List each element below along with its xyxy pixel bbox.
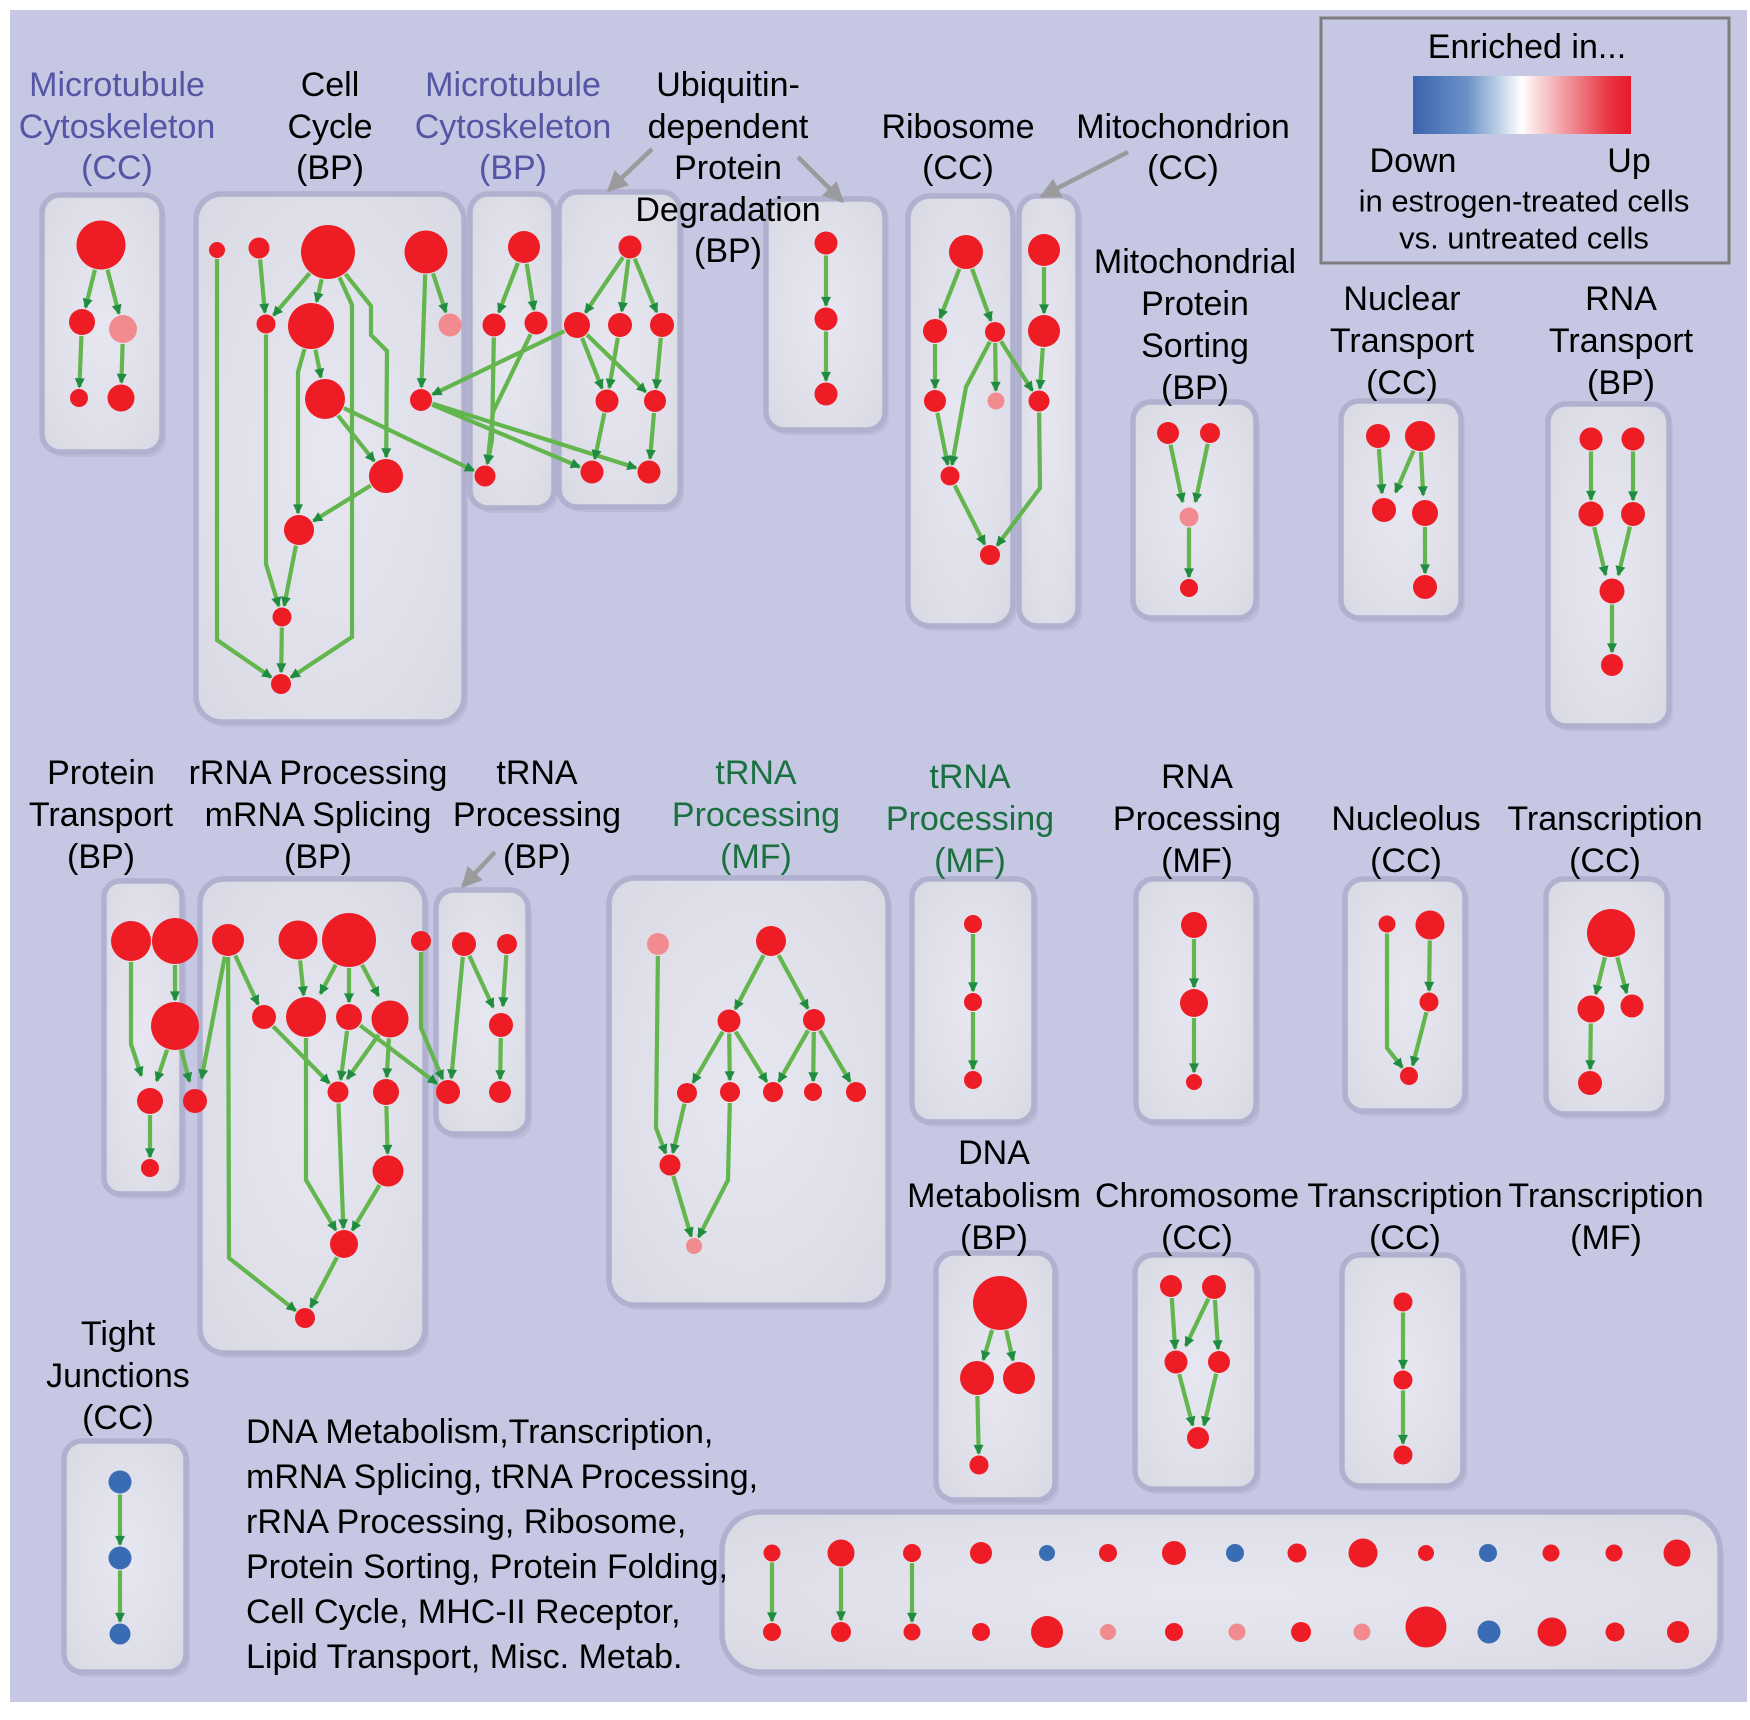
svg-text:(CC): (CC) [1369, 1219, 1441, 1257]
svg-text:Ribosome: Ribosome [881, 108, 1034, 146]
svg-text:Cell Cycle, MHC-II Receptor,: Cell Cycle, MHC-II Receptor, [246, 1593, 681, 1631]
svg-text:(CC): (CC) [922, 149, 994, 187]
svg-text:DNA Metabolism,Transcription,: DNA Metabolism,Transcription, [246, 1413, 713, 1451]
svg-text:Processing: Processing [1113, 800, 1281, 838]
svg-text:Cytoskeleton: Cytoskeleton [19, 108, 216, 146]
svg-text:Protein: Protein [1141, 285, 1249, 323]
svg-text:tRNA: tRNA [496, 754, 578, 792]
svg-text:Transport: Transport [1549, 322, 1694, 360]
svg-text:Protein Sorting, Protein Foldi: Protein Sorting, Protein Folding, [246, 1548, 728, 1586]
svg-text:Transcription: Transcription [1307, 1177, 1502, 1215]
svg-text:rRNA Processing: rRNA Processing [189, 754, 448, 792]
svg-text:(CC): (CC) [1147, 149, 1219, 187]
svg-text:Processing: Processing [886, 800, 1054, 838]
svg-text:(BP): (BP) [479, 149, 547, 187]
svg-text:(BP): (BP) [694, 232, 762, 270]
svg-text:dependent: dependent [648, 108, 809, 146]
svg-text:tRNA: tRNA [715, 754, 797, 792]
svg-text:(BP): (BP) [1161, 369, 1229, 407]
svg-text:Sorting: Sorting [1141, 327, 1249, 365]
svg-text:(BP): (BP) [67, 838, 135, 876]
svg-text:Down: Down [1370, 142, 1457, 180]
svg-text:(MF): (MF) [1570, 1219, 1642, 1257]
svg-text:(BP): (BP) [284, 838, 352, 876]
svg-text:Nuclear: Nuclear [1343, 280, 1460, 318]
svg-text:Nucleolus: Nucleolus [1331, 800, 1480, 838]
svg-text:Cycle: Cycle [287, 108, 372, 146]
svg-text:Cytoskeleton: Cytoskeleton [415, 108, 612, 146]
svg-text:Up: Up [1607, 142, 1650, 180]
svg-text:Processing: Processing [672, 796, 840, 834]
svg-text:Protein: Protein [674, 149, 782, 187]
svg-text:Transcription: Transcription [1507, 800, 1702, 838]
svg-text:(CC): (CC) [1161, 1219, 1233, 1257]
svg-text:(MF): (MF) [720, 838, 792, 876]
svg-text:(CC): (CC) [1370, 842, 1442, 880]
svg-text:vs. untreated cells: vs. untreated cells [1399, 221, 1649, 256]
svg-text:(BP): (BP) [296, 149, 364, 187]
svg-text:(CC): (CC) [81, 149, 153, 187]
svg-text:RNA: RNA [1161, 758, 1233, 796]
svg-text:Chromosome: Chromosome [1095, 1177, 1299, 1215]
svg-text:Degradation: Degradation [635, 191, 820, 229]
svg-text:RNA: RNA [1585, 280, 1657, 318]
svg-text:tRNA: tRNA [929, 758, 1011, 796]
svg-text:(BP): (BP) [960, 1219, 1028, 1257]
svg-text:Cell: Cell [301, 66, 360, 104]
svg-text:in estrogen-treated cells: in estrogen-treated cells [1359, 184, 1690, 219]
svg-text:mRNA Splicing: mRNA Splicing [205, 796, 432, 834]
svg-text:Transcription: Transcription [1508, 1177, 1703, 1215]
svg-text:Tight: Tight [81, 1315, 156, 1353]
svg-text:(MF): (MF) [1161, 842, 1233, 880]
svg-text:Microtubule: Microtubule [29, 66, 205, 104]
svg-text:Transport: Transport [1330, 322, 1475, 360]
svg-text:(MF): (MF) [934, 842, 1006, 880]
svg-text:Mitochondrion: Mitochondrion [1076, 108, 1290, 146]
svg-text:rRNA Processing, Ribosome,: rRNA Processing, Ribosome, [246, 1503, 686, 1541]
svg-text:mRNA Splicing, tRNA Processing: mRNA Splicing, tRNA Processing, [246, 1458, 758, 1496]
svg-text:Junctions: Junctions [46, 1357, 190, 1395]
svg-text:Lipid Transport, Misc. Metab.: Lipid Transport, Misc. Metab. [246, 1638, 683, 1676]
svg-text:Metabolism: Metabolism [907, 1177, 1081, 1215]
svg-text:Enriched in...: Enriched in... [1428, 28, 1626, 66]
svg-text:DNA: DNA [958, 1134, 1030, 1172]
svg-text:Ubiquitin-: Ubiquitin- [656, 66, 800, 104]
svg-text:(CC): (CC) [1366, 364, 1438, 402]
svg-text:Protein: Protein [47, 754, 155, 792]
svg-text:(BP): (BP) [503, 838, 571, 876]
svg-text:(BP): (BP) [1587, 364, 1655, 402]
svg-text:Transport: Transport [29, 796, 174, 834]
svg-text:(CC): (CC) [82, 1399, 154, 1437]
svg-text:Mitochondrial: Mitochondrial [1094, 243, 1296, 281]
svg-text:Microtubule: Microtubule [425, 66, 601, 104]
svg-text:(CC): (CC) [1569, 842, 1641, 880]
svg-text:Processing: Processing [453, 796, 621, 834]
